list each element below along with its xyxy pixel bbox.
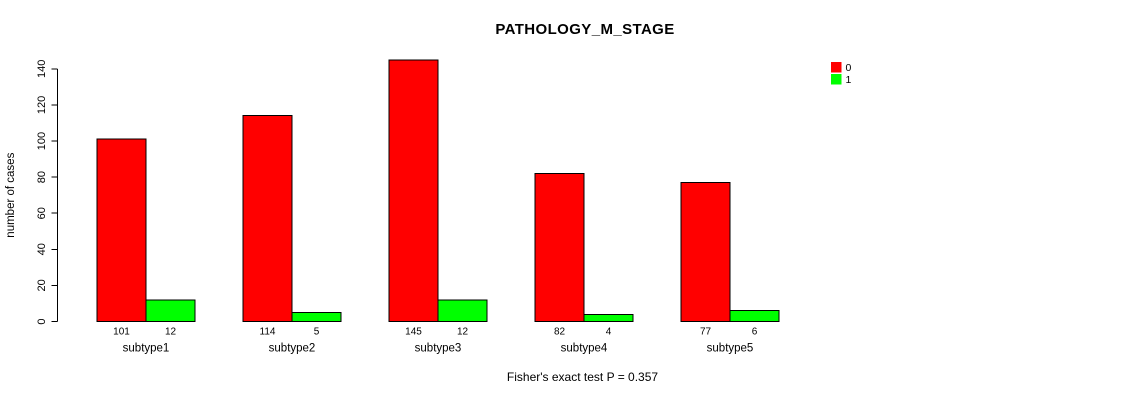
bar-subtype2-series1 (291, 312, 342, 322)
bar-subtype4-series1 (583, 313, 634, 322)
bar-subtype4-series0 (534, 173, 585, 322)
bar-value-label-subtype5-series0: 77 (700, 327, 712, 338)
legend-swatch-0 (831, 62, 842, 73)
bar-value-label-subtype1-series1: 12 (165, 327, 177, 338)
bar-subtype1-series1 (145, 299, 196, 322)
x-category-label-subtype5: subtype5 (707, 343, 754, 355)
fisher-test-caption: Fisher's exact test P = 0.357 (506, 370, 659, 384)
bar-value-label-subtype4-series0: 82 (554, 327, 566, 338)
bar-value-label-subtype5-series1: 6 (752, 327, 758, 338)
y-tick-label-0: 0 (36, 318, 48, 324)
y-tick-label-80: 80 (36, 171, 48, 183)
y-tick-label-140: 140 (36, 60, 48, 78)
legend-label-1: 1 (846, 74, 852, 86)
y-tick-label-60: 60 (36, 207, 48, 219)
bar-subtype5-series0 (680, 182, 731, 322)
y-tick-label-120: 120 (36, 96, 48, 114)
legend-label-0: 0 (846, 62, 852, 74)
chart-title: PATHOLOGY_M_STAGE (495, 21, 675, 38)
x-category-label-subtype1: subtype1 (123, 343, 170, 355)
bar-subtype1-series0 (96, 138, 147, 322)
legend-swatch-1 (831, 74, 842, 85)
bar-value-label-subtype3-series1: 12 (457, 327, 469, 338)
bar-value-label-subtype2-series1: 5 (314, 327, 320, 338)
x-category-label-subtype2: subtype2 (269, 343, 316, 355)
bar-subtype5-series1 (729, 310, 780, 323)
bar-value-label-subtype2-series0: 114 (260, 327, 276, 338)
y-tick-label-100: 100 (36, 132, 48, 150)
bar-subtype2-series0 (242, 115, 293, 322)
y-tick-label-20: 20 (36, 279, 48, 291)
x-category-label-subtype3: subtype3 (415, 343, 462, 355)
y-axis-label: number of cases (5, 152, 17, 237)
bar-value-label-subtype1-series0: 101 (113, 327, 130, 338)
x-category-label-subtype4: subtype4 (561, 343, 608, 355)
bar-subtype3-series1 (437, 299, 488, 322)
bar-value-label-subtype3-series0: 145 (405, 327, 422, 338)
y-tick-label-40: 40 (36, 243, 48, 255)
bar-value-label-subtype4-series1: 4 (606, 327, 612, 338)
bar-subtype3-series0 (388, 59, 439, 323)
